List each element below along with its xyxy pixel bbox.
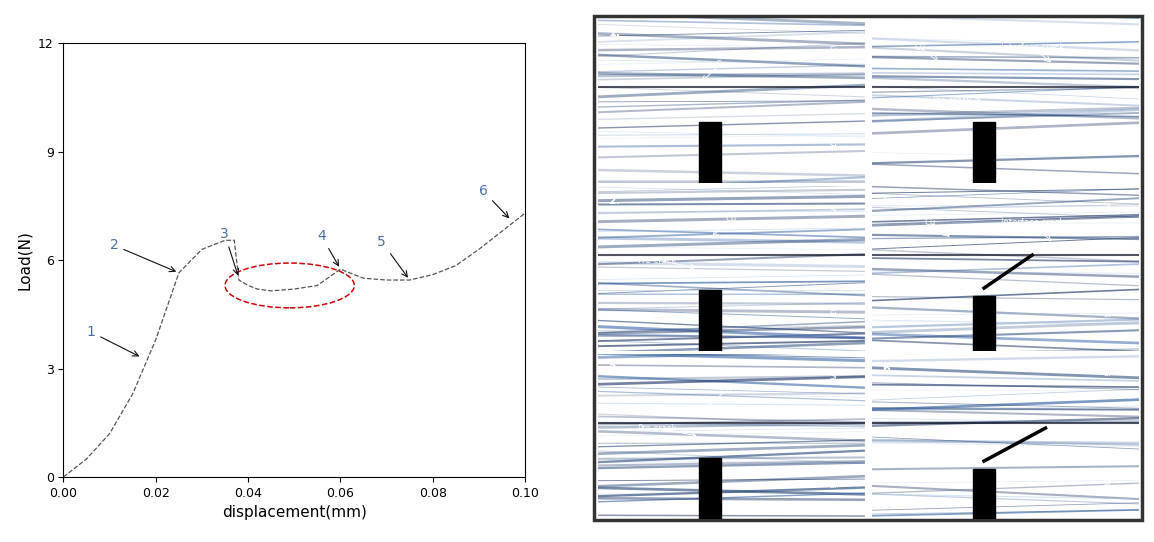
Text: Pre-crack: Pre-crack	[932, 96, 972, 105]
Text: 3: 3	[220, 228, 239, 274]
Text: 1: 1	[87, 325, 138, 356]
Bar	[699, 458, 720, 527]
Bar	[973, 469, 995, 527]
Text: 2.: 2.	[608, 196, 621, 206]
Text: Pre-crack: Pre-crack	[637, 255, 676, 264]
Text: 2: 2	[110, 238, 175, 272]
Text: Si: Si	[829, 481, 837, 491]
Text: 4.: 4.	[883, 28, 894, 38]
Text: Si: Si	[829, 46, 837, 55]
Text: Pre-crack: Pre-crack	[637, 423, 676, 433]
Text: Si: Si	[1103, 369, 1111, 378]
Text: 6: 6	[479, 184, 509, 217]
Text: 4: 4	[317, 229, 338, 266]
Bar	[699, 290, 720, 359]
Text: Cu: Cu	[720, 386, 732, 395]
Text: Cu: Cu	[914, 43, 926, 52]
Text: 5: 5	[377, 235, 407, 277]
Text: 1.: 1.	[608, 28, 621, 38]
Text: Si: Si	[1103, 142, 1111, 151]
Text: Interface crack: Interface crack	[1001, 218, 1064, 227]
Text: 3.: 3.	[608, 364, 621, 374]
Text: Si: Si	[1103, 201, 1111, 210]
Bar	[699, 122, 720, 191]
X-axis label: displacement(mm): displacement(mm)	[222, 505, 367, 520]
Text: Si: Si	[829, 206, 837, 215]
Bar	[973, 296, 995, 359]
Text: Cu: Cu	[726, 214, 737, 223]
Text: Si: Si	[829, 310, 837, 319]
Y-axis label: Load(N): Load(N)	[17, 230, 32, 290]
Text: Cu: Cu	[715, 60, 726, 68]
Text: 5.: 5.	[883, 196, 894, 206]
Text: Interface crack: Interface crack	[1001, 43, 1064, 52]
Text: Si: Si	[1103, 478, 1111, 487]
Text: Si: Si	[1103, 310, 1111, 319]
Text: 6.: 6.	[883, 364, 894, 374]
Text: Si: Si	[829, 142, 837, 151]
Bar	[973, 122, 995, 191]
Text: Cu: Cu	[926, 218, 936, 227]
Text: Si: Si	[1103, 27, 1111, 36]
Text: Si: Si	[829, 372, 837, 382]
